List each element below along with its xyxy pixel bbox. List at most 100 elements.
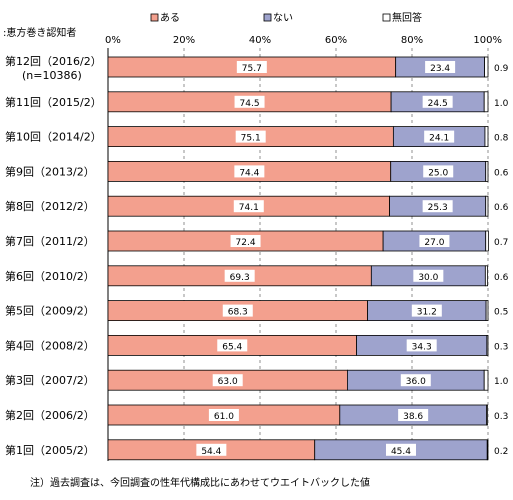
category-label-0: 第12回（2016/2） [5, 54, 102, 68]
data-label-3-2: 0.6 [494, 168, 509, 178]
data-label-0-0: 75.7 [242, 64, 262, 74]
data-label-8-1: 34.3 [412, 342, 432, 352]
data-label-bg-5-1 [419, 235, 450, 247]
data-label-2-2: 0.8 [494, 134, 509, 144]
data-label-9-0: 63.0 [218, 377, 238, 387]
data-label-6-0: 69.3 [230, 273, 250, 283]
x-tick-label-2: 40% [249, 35, 271, 46]
data-label-bg-9-0 [212, 374, 243, 387]
bar-10-2 [486, 404, 489, 426]
data-label-3-1: 25.0 [428, 168, 448, 178]
category-label-1: 第11回（2015/2） [5, 95, 102, 109]
data-label-7-0: 68.3 [228, 308, 248, 318]
data-label-bg-4-1 [422, 200, 453, 213]
data-label-9-2: 1.0 [494, 377, 509, 387]
data-label-2-1: 24.1 [429, 134, 449, 144]
bar-1-2 [483, 91, 489, 113]
data-label-bg-5-0 [230, 235, 261, 247]
bar-6-2 [484, 265, 489, 287]
data-label-bg-0-1 [425, 61, 456, 73]
data-label-5-0: 72.4 [236, 238, 256, 248]
data-label-2-0: 75.1 [241, 134, 261, 144]
data-label-bg-2-0 [235, 130, 266, 143]
data-label-0-1: 23.4 [430, 64, 450, 74]
category-label-2: 第10回（2014/2） [5, 130, 102, 144]
legend-label-1: ない [273, 12, 293, 24]
x-tick-label-3: 60% [325, 35, 347, 46]
data-label-1-0: 74.5 [240, 99, 260, 109]
data-label-10-0: 61.0 [214, 412, 234, 422]
data-label-11-1: 45.4 [391, 447, 411, 457]
legend-swatch-1 [263, 13, 272, 22]
data-label-8-2: 0.3 [494, 342, 508, 352]
category-label-6: 第6回（2010/2） [5, 269, 95, 283]
data-label-3-0: 74.4 [239, 168, 259, 178]
data-label-bg-10-1 [398, 409, 429, 421]
data-label-1-2: 1.0 [494, 99, 509, 109]
data-label-bg-11-0 [196, 443, 227, 456]
data-label-5-2: 0.7 [494, 238, 508, 248]
data-label-5-1: 27.0 [424, 238, 444, 248]
bar-11-2 [486, 439, 489, 461]
data-label-bg-9-1 [400, 374, 431, 387]
x-tick-label-4: 80% [401, 35, 423, 46]
data-label-10-1: 38.6 [403, 412, 423, 422]
category-label-3: 第9回（2013/2） [5, 164, 95, 178]
category-label-10: 第2回（2006/2） [5, 408, 95, 422]
subject-label: :恵方巻き認知者 [3, 26, 76, 39]
bar-0-2 [484, 56, 489, 78]
bar-8-2 [486, 334, 489, 356]
data-label-7-2: 0.5 [494, 308, 508, 318]
x-tick-label-1: 20% [173, 35, 195, 46]
data-label-4-0: 74.1 [239, 203, 259, 213]
data-label-6-2: 0.6 [494, 273, 509, 283]
footnote: 注）過去調査は、今回調査の性年代構成比にあわせてウエイトバックした値 [30, 476, 370, 489]
data-label-10-2: 0.3 [494, 412, 508, 422]
data-label-bg-6-0 [224, 269, 255, 282]
data-label-bg-1-0 [234, 95, 265, 108]
bar-9-2 [483, 369, 489, 391]
data-label-bg-2-1 [424, 130, 455, 143]
legend-label-2: 無回答 [392, 11, 422, 24]
data-label-0-2: 0.9 [494, 64, 509, 74]
data-label-bg-3-1 [423, 165, 454, 178]
legend-label-0: ある [160, 12, 180, 24]
bar-2-2 [484, 126, 489, 147]
data-label-bg-0-0 [236, 61, 267, 73]
data-label-bg-10-0 [208, 409, 239, 421]
data-label-bg-11-1 [385, 443, 416, 456]
bar-4-2 [485, 195, 489, 217]
data-label-7-1: 31.2 [417, 308, 437, 318]
data-label-6-1: 30.0 [418, 273, 438, 283]
legend-swatch-2 [382, 13, 391, 22]
category-label-11: 第1回（2005/2） [5, 443, 95, 457]
category-label-7: 第5回（2009/2） [5, 304, 95, 318]
legend-swatch-0 [150, 13, 159, 22]
category-label-9: 第3回（2007/2） [5, 373, 95, 387]
data-label-bg-8-1 [406, 339, 437, 352]
data-label-bg-1-1 [422, 95, 453, 108]
bar-5-2 [485, 230, 489, 252]
data-label-bg-7-1 [411, 304, 442, 317]
data-label-bg-6-1 [413, 269, 444, 282]
data-label-11-2: 0.2 [494, 447, 508, 457]
data-label-1-1: 24.5 [428, 99, 448, 109]
data-label-bg-7-0 [222, 304, 253, 317]
bar-7-2 [485, 300, 489, 322]
x-tick-label-5: 100% [473, 35, 502, 46]
category-label-8: 第4回（2008/2） [5, 338, 95, 352]
data-label-11-0: 54.4 [201, 447, 221, 457]
data-label-9-1: 36.0 [406, 377, 426, 387]
category-sublabel-0: (n=10386) [22, 69, 82, 82]
data-label-4-1: 25.3 [428, 203, 448, 213]
x-tick-label-0: 0% [105, 35, 121, 46]
data-label-4-2: 0.6 [494, 203, 509, 213]
data-label-bg-4-0 [233, 200, 264, 213]
data-label-bg-3-0 [234, 165, 265, 178]
bar-3-2 [485, 160, 489, 182]
data-label-8-0: 65.4 [222, 342, 242, 352]
data-label-bg-8-0 [217, 339, 248, 352]
category-label-4: 第8回（2012/2） [5, 199, 95, 213]
